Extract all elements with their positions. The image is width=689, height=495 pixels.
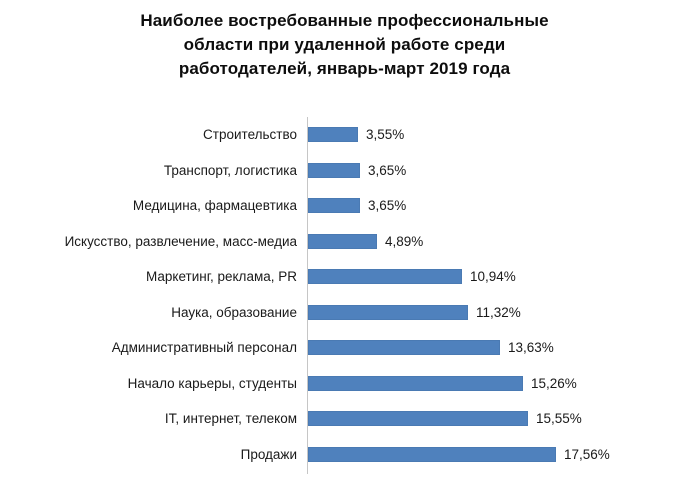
chart-row: Транспорт, логистика 3,65% <box>0 153 689 189</box>
chart-row: Начало карьеры, студенты 15,26% <box>0 366 689 402</box>
bar <box>308 198 360 214</box>
chart-title-line-1: Наиболее востребованные профессиональные <box>140 11 549 30</box>
bar <box>308 375 523 391</box>
category-axis-line <box>307 117 308 474</box>
bar-chart-plot-area: Строительство 3,55% Транспорт, логистика 3,… <box>0 117 689 475</box>
chart-row: Продажи 17,56% <box>0 437 689 473</box>
value-label: 13,63% <box>508 340 554 356</box>
value-label: 10,94% <box>470 269 516 285</box>
category-label: Медицина, фармацевтика <box>132 198 297 214</box>
category-label: Маркетинг, реклама, PR <box>146 269 297 285</box>
category-label: Наука, образование <box>171 304 297 320</box>
category-label: IT, интернет, телеком <box>164 411 297 427</box>
category-label: Искусство, развлечение, масс-медиа <box>64 233 297 249</box>
bar-zone: 3,55% <box>307 117 689 153</box>
bar <box>308 233 377 249</box>
bar <box>308 269 462 285</box>
bar <box>308 411 528 427</box>
bar <box>308 340 500 356</box>
bar-rows-container: Строительство 3,55% Транспорт, логистика 3,… <box>0 117 689 472</box>
category-label: Продажи <box>240 446 297 462</box>
category-label: Начало карьеры, студенты <box>127 375 297 391</box>
bar-zone: 3,65% <box>307 153 689 189</box>
chart-row: Маркетинг, реклама, PR 10,94% <box>0 259 689 295</box>
bar <box>308 162 360 178</box>
bar-zone: 4,89% <box>307 224 689 260</box>
value-label: 11,32% <box>476 304 521 320</box>
chart-title-line-2: области при удаленной работе среди <box>183 35 506 54</box>
bar-zone: 11,32% <box>307 295 689 331</box>
chart-row: IT, интернет, телеком 15,55% <box>0 401 689 437</box>
value-label: 15,26% <box>531 375 577 391</box>
chart-row: Строительство 3,55% <box>0 117 689 153</box>
chart-title-line-3: работодателей, январь-март 2019 года <box>178 59 511 78</box>
value-label: 3,65% <box>368 162 407 178</box>
value-label: 3,65% <box>368 198 407 214</box>
value-label: 3,55% <box>366 127 405 143</box>
value-label: 15,55% <box>536 411 582 427</box>
bar-zone: 13,63% <box>307 330 689 366</box>
chart-row: Искусство, развлечение, масс-медиа 4,89% <box>0 224 689 260</box>
value-label: 4,89% <box>385 233 424 249</box>
bar-zone: 15,26% <box>307 366 689 402</box>
value-label: 17,56% <box>564 446 610 462</box>
bar <box>308 127 358 143</box>
chart-title: Наиболее востребованные профессиональные… <box>0 9 689 81</box>
bar-zone: 3,65% <box>307 188 689 224</box>
bar-zone: 15,55% <box>307 401 689 437</box>
chart-row: Медицина, фармацевтика 3,65% <box>0 188 689 224</box>
bar-zone: 10,94% <box>307 259 689 295</box>
category-label: Транспорт, логистика <box>163 162 297 178</box>
chart-row: Наука, образование 11,32% <box>0 295 689 331</box>
bar <box>308 304 468 320</box>
category-label: Административный персонал <box>111 340 297 356</box>
bar-zone: 17,56% <box>307 437 689 473</box>
bar <box>308 446 556 462</box>
chart-row: Административный персонал 13,63% <box>0 330 689 366</box>
category-label: Строительство <box>203 127 297 143</box>
